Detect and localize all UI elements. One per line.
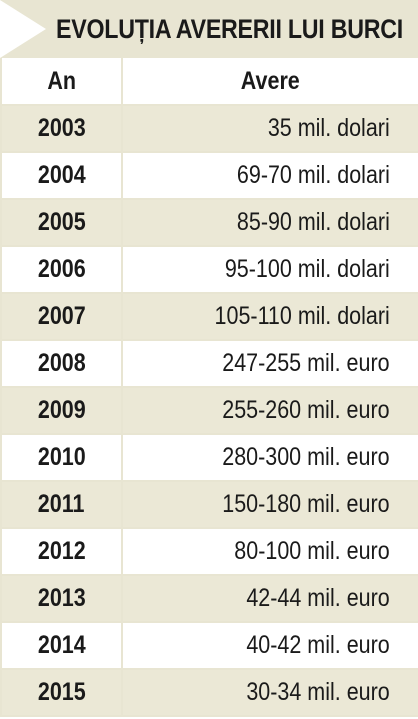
header-row: An Avere	[0, 58, 418, 106]
year-value: 2013	[37, 584, 86, 612]
table-row: 2008 247-255 mil. euro	[0, 340, 418, 388]
wealth-cell: 30-34 mil. euro	[122, 669, 418, 717]
wealth-value: 247-255 mil. euro	[222, 349, 390, 377]
year-value: 2005	[37, 208, 86, 236]
wealth-value: 42-44 mil. euro	[246, 584, 390, 612]
wealth-value: 35 mil. dolari	[268, 114, 390, 142]
year-cell: 2003	[0, 105, 123, 153]
table-row: 2003 35 mil. dolari	[0, 105, 418, 153]
year-value: 2006	[37, 255, 86, 283]
table-row: 2004 69-70 mil. dolari	[0, 152, 418, 200]
year-value: 2012	[37, 537, 86, 565]
year-value: 2004	[37, 161, 86, 189]
year-cell: 2005	[0, 199, 123, 247]
year-value: 2008	[37, 349, 86, 377]
year-cell: 2009	[0, 387, 123, 435]
wealth-value: 150-180 mil. euro	[222, 490, 390, 518]
title-notch-shape	[0, 0, 46, 58]
year-cell: 2006	[0, 246, 123, 294]
wealth-value: 30-34 mil. euro	[246, 678, 390, 706]
wealth-cell: 35 mil. dolari	[122, 105, 418, 153]
year-value: 2003	[37, 114, 86, 142]
table-row: 2006 95-100 mil. dolari	[0, 246, 418, 294]
wealth-cell: 40-42 mil. euro	[122, 622, 418, 670]
year-value: 2010	[37, 443, 86, 471]
table-row: 2015 30-34 mil. euro	[0, 669, 418, 717]
year-value: 2011	[38, 490, 85, 518]
wealth-value: 95-100 mil. dolari	[225, 255, 390, 283]
table-row: 2005 85-90 mil. dolari	[0, 199, 418, 247]
wealth-cell: 85-90 mil. dolari	[122, 199, 418, 247]
wealth-cell: 247-255 mil. euro	[122, 340, 418, 388]
wealth-value: 85-90 mil. dolari	[237, 208, 390, 236]
wealth-cell: 280-300 mil. euro	[122, 434, 418, 482]
table-row: 2007 105-110 mil. dolari	[0, 293, 418, 341]
wealth-value: 80-100 mil. euro	[234, 537, 390, 565]
wealth-cell: 105-110 mil. dolari	[122, 293, 418, 341]
year-cell: 2012	[0, 528, 123, 576]
column-header-year: An	[0, 58, 123, 106]
wealth-value: 40-42 mil. euro	[246, 631, 390, 659]
wealth-value: 255-260 mil. euro	[222, 396, 390, 424]
year-cell: 2014	[0, 622, 123, 670]
year-value: 2014	[37, 631, 86, 659]
year-cell: 2008	[0, 340, 123, 388]
column-header-wealth: Avere	[122, 58, 418, 106]
year-cell: 2015	[0, 669, 123, 717]
year-value: 2015	[37, 678, 86, 706]
table-row: 2010 280-300 mil. euro	[0, 434, 418, 482]
wealth-table: An Avere 2003 35 mil. dolari 2004 69-70 mil…	[0, 58, 418, 717]
year-value: 2009	[37, 396, 86, 424]
table-title: EVOLUȚIA AVERERII LUI BURCI	[56, 14, 403, 44]
wealth-value: 105-110 mil. dolari	[214, 302, 390, 330]
table-row: 2011 150-180 mil. euro	[0, 481, 418, 529]
wealth-cell: 150-180 mil. euro	[122, 481, 418, 529]
wealth-value: 69-70 mil. dolari	[237, 161, 390, 189]
wealth-value: 280-300 mil. euro	[222, 443, 390, 471]
year-cell: 2010	[0, 434, 123, 482]
table-row: 2012 80-100 mil. euro	[0, 528, 418, 576]
year-cell: 2011	[0, 481, 123, 529]
table-row: 2013 42-44 mil. euro	[0, 575, 418, 623]
table-body: 2003 35 mil. dolari 2004 69-70 mil. dolari 2…	[0, 105, 418, 717]
table-row: 2014 40-42 mil. euro	[0, 622, 418, 670]
wealth-cell: 69-70 mil. dolari	[122, 152, 418, 200]
wealth-cell: 42-44 mil. euro	[122, 575, 418, 623]
year-cell: 2007	[0, 293, 123, 341]
year-cell: 2013	[0, 575, 123, 623]
wealth-cell: 95-100 mil. dolari	[122, 246, 418, 294]
title-bar: EVOLUȚIA AVERERII LUI BURCI	[0, 0, 418, 58]
table-row: 2009 255-260 mil. euro	[0, 387, 418, 435]
year-value: 2007	[37, 302, 86, 330]
year-cell: 2004	[0, 152, 123, 200]
wealth-cell: 255-260 mil. euro	[122, 387, 418, 435]
wealth-cell: 80-100 mil. euro	[122, 528, 418, 576]
